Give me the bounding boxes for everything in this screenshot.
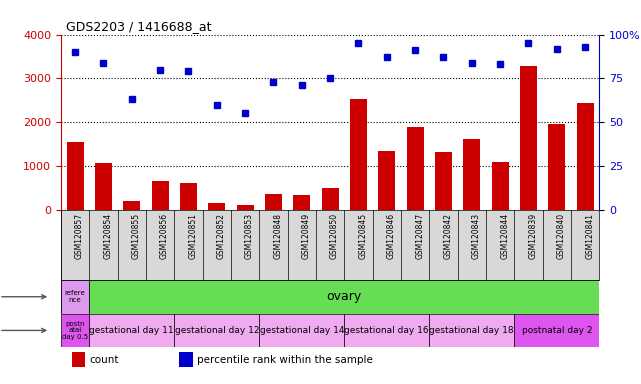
Text: GSM120855: GSM120855 xyxy=(132,214,141,260)
Text: postnatal day 2: postnatal day 2 xyxy=(522,326,592,335)
Text: ovary: ovary xyxy=(327,290,362,303)
Bar xyxy=(72,352,85,367)
Bar xyxy=(67,142,83,210)
Text: percentile rank within the sample: percentile rank within the sample xyxy=(197,355,373,365)
Text: postn
atal
day 0.5: postn atal day 0.5 xyxy=(62,321,88,340)
Bar xyxy=(350,99,367,210)
Text: GSM120849: GSM120849 xyxy=(302,214,311,260)
Text: GSM120848: GSM120848 xyxy=(274,214,283,259)
Bar xyxy=(179,352,193,367)
Text: GSM120847: GSM120847 xyxy=(415,214,424,260)
Bar xyxy=(259,314,344,347)
Bar xyxy=(123,201,140,210)
Bar xyxy=(61,314,89,347)
Bar xyxy=(322,189,338,210)
Bar xyxy=(95,162,112,210)
Bar xyxy=(520,66,537,210)
Text: GSM120846: GSM120846 xyxy=(387,214,395,260)
Text: GSM120850: GSM120850 xyxy=(330,214,339,260)
Text: GSM120852: GSM120852 xyxy=(217,214,226,259)
Text: gestational day 11: gestational day 11 xyxy=(90,326,174,335)
Bar xyxy=(429,314,514,347)
Text: GSM120843: GSM120843 xyxy=(472,214,481,260)
Bar xyxy=(151,181,169,210)
Text: gestational day 16: gestational day 16 xyxy=(344,326,429,335)
Bar xyxy=(344,314,429,347)
Text: age: age xyxy=(0,325,46,335)
Bar xyxy=(577,103,594,210)
Bar xyxy=(406,127,424,210)
Bar xyxy=(61,280,89,314)
Bar xyxy=(237,205,254,210)
Text: GSM120844: GSM120844 xyxy=(500,214,509,260)
Bar xyxy=(378,151,395,210)
Bar xyxy=(174,314,259,347)
Bar xyxy=(463,139,480,210)
Text: tissue: tissue xyxy=(0,292,46,302)
Text: GSM120857: GSM120857 xyxy=(75,214,84,260)
Text: gestational day 14: gestational day 14 xyxy=(260,326,344,335)
Text: GSM120841: GSM120841 xyxy=(585,214,594,259)
Bar xyxy=(208,203,225,210)
Text: gestational day 18: gestational day 18 xyxy=(429,326,514,335)
Text: GSM120839: GSM120839 xyxy=(528,214,538,260)
Bar xyxy=(265,194,282,210)
Text: count: count xyxy=(90,355,119,365)
Bar xyxy=(180,183,197,210)
Text: GDS2203 / 1416688_at: GDS2203 / 1416688_at xyxy=(66,20,212,33)
Bar xyxy=(435,152,452,210)
Text: GSM120840: GSM120840 xyxy=(557,214,566,260)
Text: GSM120851: GSM120851 xyxy=(188,214,197,259)
Text: GSM120845: GSM120845 xyxy=(358,214,367,260)
Bar xyxy=(89,314,174,347)
Bar xyxy=(548,124,565,210)
Text: GSM120842: GSM120842 xyxy=(444,214,453,259)
Text: GSM120856: GSM120856 xyxy=(160,214,169,260)
Bar xyxy=(492,162,509,210)
Bar xyxy=(514,314,599,347)
Text: refere
nce: refere nce xyxy=(65,290,85,303)
Bar xyxy=(294,195,310,210)
Text: GSM120854: GSM120854 xyxy=(103,214,112,260)
Text: GSM120853: GSM120853 xyxy=(245,214,254,260)
Text: gestational day 12: gestational day 12 xyxy=(174,326,259,335)
